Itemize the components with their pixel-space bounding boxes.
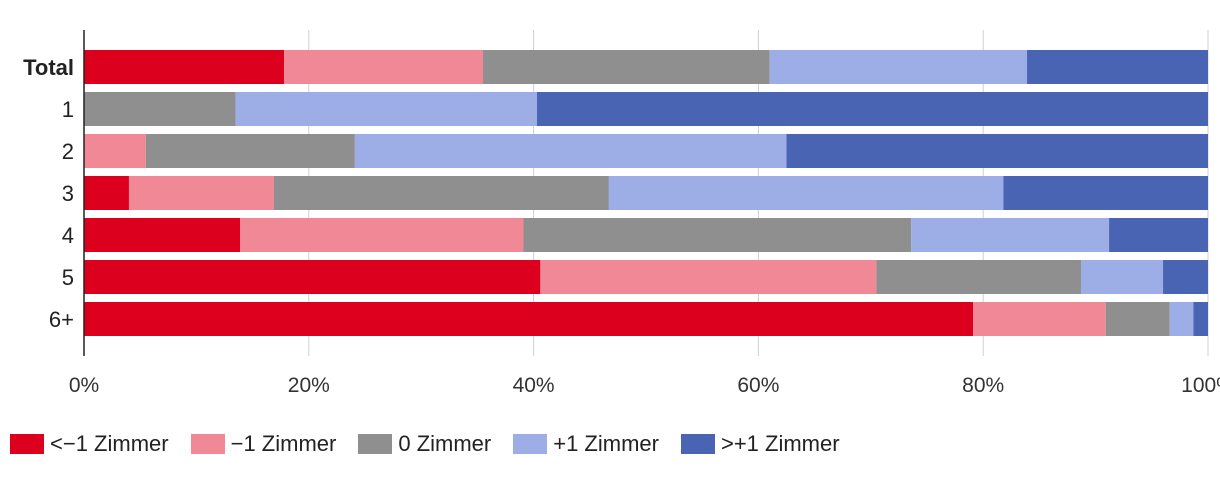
legend-label: >+1 Zimmer <box>720 431 840 456</box>
bar-segment <box>911 218 1110 252</box>
bar-segment <box>769 50 1028 84</box>
bar-segment <box>1163 260 1208 294</box>
bar-segment <box>84 218 241 252</box>
bar-segment <box>1080 260 1164 294</box>
legend-item: +1 Zimmer <box>513 431 659 457</box>
legend-item: >+1 Zimmer <box>680 431 840 457</box>
bar-segment <box>536 92 1208 126</box>
bar-segment <box>354 134 787 168</box>
legend: <−1 Zimmer −1 Zimmer 0 Zimmer +1 Zimmer >+1 … <box>10 431 862 457</box>
legend-swatch <box>10 434 44 454</box>
legend-item: <−1 Zimmer <box>10 431 169 457</box>
legend-item: −1 Zimmer <box>190 431 337 457</box>
x-tick-label: 60% <box>737 374 779 397</box>
x-tick-labels: 0% 20% 40% 60% 80% 100% <box>69 374 1220 397</box>
category-label: 4 <box>62 223 74 248</box>
x-tick-label: 100% <box>1181 374 1220 397</box>
bar-segment <box>1027 50 1208 84</box>
bar-segment <box>84 302 974 336</box>
bar-segment <box>523 218 912 252</box>
bar-segment <box>273 176 609 210</box>
legend-swatch <box>190 434 225 454</box>
bars <box>84 50 1208 336</box>
category-label: 2 <box>62 139 74 164</box>
category-label: 6+ <box>49 307 74 332</box>
bar-segment <box>1105 302 1170 336</box>
bar-segment <box>1109 218 1208 252</box>
legend-swatch <box>680 434 715 454</box>
category-label: 3 <box>62 181 74 206</box>
legend-item: 0 Zimmer <box>358 431 491 457</box>
bar-segment <box>608 176 1004 210</box>
bar-segment <box>284 50 484 84</box>
legend-label: <−1 Zimmer <box>50 431 169 456</box>
bar-segment <box>84 92 236 126</box>
x-tick-label: 80% <box>962 374 1004 397</box>
bar-segment <box>235 92 537 126</box>
bar-segment <box>84 176 129 210</box>
bar-segment <box>483 50 770 84</box>
category-labels: Total 1 2 3 4 5 6+ <box>23 55 74 332</box>
x-tick-label: 0% <box>69 374 99 397</box>
category-label: 1 <box>62 97 74 122</box>
bar-segment <box>145 134 355 168</box>
bar-segment <box>876 260 1081 294</box>
legend-label: +1 Zimmer <box>553 431 659 456</box>
legend-swatch <box>513 434 548 454</box>
bar-segment <box>84 50 285 84</box>
bar-segment <box>786 134 1208 168</box>
legend-swatch <box>358 434 393 454</box>
legend-label: 0 Zimmer <box>398 431 492 456</box>
bar-segment <box>1193 302 1208 336</box>
bar-segment <box>84 260 541 294</box>
bar-segment <box>84 134 146 168</box>
stacked-bar-chart: Total 1 2 3 4 5 6+ 0% 20% 40% 60% 80% 100% <box>23 30 1220 397</box>
bar-segment <box>1003 176 1208 210</box>
legend-label: −1 Zimmer <box>230 431 337 456</box>
x-tick-label: 20% <box>288 374 330 397</box>
bar-segment <box>240 218 524 252</box>
category-label: 5 <box>62 265 74 290</box>
category-label: Total <box>23 55 74 80</box>
bar-segment <box>973 302 1106 336</box>
bar-segment <box>540 260 877 294</box>
bar-segment <box>128 176 274 210</box>
bar-segment <box>1169 302 1194 336</box>
x-tick-label: 40% <box>513 374 555 397</box>
